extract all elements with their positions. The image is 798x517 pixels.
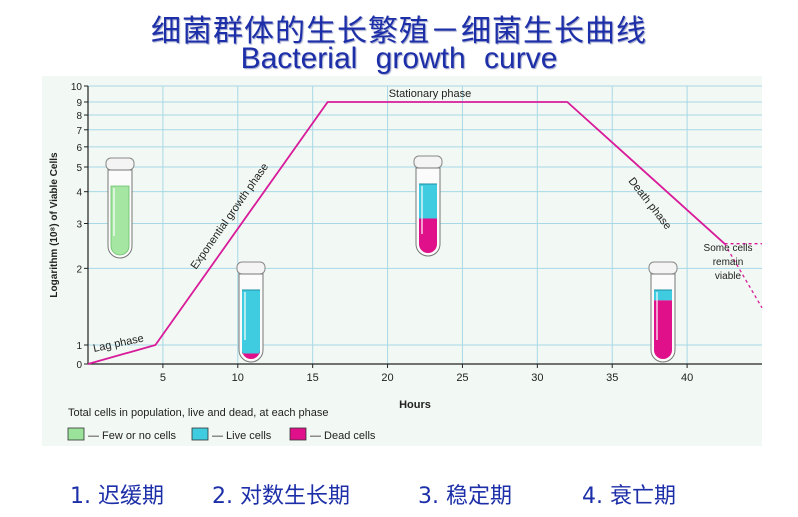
phase-item-stationary: 3. 稳定期 [418,484,512,509]
legend-swatch [289,427,307,441]
x-tick-label: 10 [232,372,244,384]
tube-fill-live-cells [654,290,672,301]
tube-fill-live-cells [242,290,260,354]
annotation-exponential-phase: Exponential growth phase [189,161,271,272]
x-tick-label: 25 [456,372,468,384]
tube-fill-dead-cells [242,350,260,359]
y-tick-label: 9 [76,98,82,109]
phase-item-death: 4. 衰亡期 [582,484,676,509]
x-tick-label: 15 [307,372,319,384]
y-tick-label: 5 [76,163,82,174]
phase-item-exponential: 2. 对数生长期 [212,484,350,509]
x-tick-label: 40 [681,372,693,384]
annotation-stationary-phase: Stationary phase [389,88,472,100]
legend-title: Total cells in population, live and dead… [68,407,329,419]
x-axis-label: Hours [399,399,431,411]
x-tick-label: 20 [381,372,393,384]
phase-list: 1. 迟缓期 2. 对数生长期 3. 稳定期 4. 衰亡期 [0,478,798,512]
y-tick-label: 2 [76,264,82,275]
tube-fill-few-cells [110,185,130,256]
y-tick-label: 6 [76,143,82,154]
tube-cap [236,261,266,275]
tube-cap [648,261,678,275]
y-tick-label: 0 [76,360,82,371]
tube-cap [413,155,443,169]
annotation-remain-viable: remain [713,257,744,268]
x-tick-label: 30 [531,372,543,384]
y-tick-label: 3 [76,220,82,231]
annotation-lag-phase: Lag phase [92,333,145,355]
growth-curve-line [87,101,726,365]
annotation-remain-viable: Some cells [704,243,753,254]
legend-swatch [67,427,85,441]
legend-swatch [191,427,209,441]
x-tick-label: 5 [160,372,166,384]
y-tick-label: 7 [76,126,82,137]
legend-item-label: — Live cells [212,430,272,442]
tube-fill-dead-cells [419,218,437,253]
y-tick-label: 4 [76,188,82,199]
phase-item-lag: 1. 迟缓期 [70,484,164,509]
y-tick-label: 10 [71,82,83,93]
x-tick-label: 35 [606,372,618,384]
chart-panel [42,76,762,446]
dashed-extension-line [723,243,763,309]
title-chinese: 细菌群体的生长繁殖－细菌生长曲线 [151,14,647,49]
legend-item-label: — Dead cells [310,430,376,442]
tube-fill-live-cells [419,184,437,219]
legend-item-label: — Few or no cells [88,430,177,442]
tube-fill-dead-cells [654,300,672,359]
y-axis-label: Logarithm (10⁸) of Viable Cells [49,152,60,298]
annotation-remain-viable: viable [715,271,742,282]
tube-cap [105,157,135,171]
y-tick-label: 8 [76,111,82,122]
y-tick-label: 1 [76,341,82,352]
title-english: Bacterial growth curve [240,42,558,75]
